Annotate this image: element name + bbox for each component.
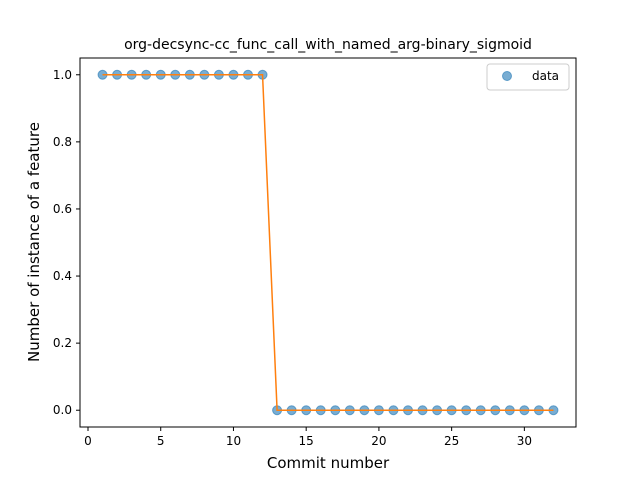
y-tick-label: 0.2 <box>53 336 72 350</box>
y-tick-label: 0.0 <box>53 403 72 417</box>
plot-frame <box>79 57 577 428</box>
legend-box <box>486 63 570 91</box>
x-axis-label: Commit number <box>267 454 390 472</box>
x-tick-label: 0 <box>84 434 92 448</box>
x-tick-label: 10 <box>226 434 241 448</box>
x-tick-label: 30 <box>517 434 532 448</box>
fit-line <box>102 74 554 411</box>
x-tick-label: 25 <box>444 434 459 448</box>
legend-label-data: data <box>532 69 559 83</box>
plot-area: 0 5 10 15 20 25 30 0.0 0.2 0.4 0.6 0.8 1.0 <box>53 68 559 448</box>
chart-title: org-decsync-cc_func_call_with_named_arg-… <box>124 37 532 53</box>
y-tick-label: 0.8 <box>53 135 72 149</box>
x-tick-label: 5 <box>157 434 165 448</box>
y-axis-label: Number of instance of a feature <box>25 122 43 362</box>
legend: data <box>486 63 570 91</box>
x-tick-label: 15 <box>299 434 314 448</box>
y-tick-label: 0.4 <box>53 269 72 283</box>
y-tick-label: 1.0 <box>53 68 72 82</box>
y-tick-label: 0.6 <box>53 202 72 216</box>
legend-marker-data <box>502 71 512 81</box>
x-tick-label: 20 <box>371 434 386 448</box>
